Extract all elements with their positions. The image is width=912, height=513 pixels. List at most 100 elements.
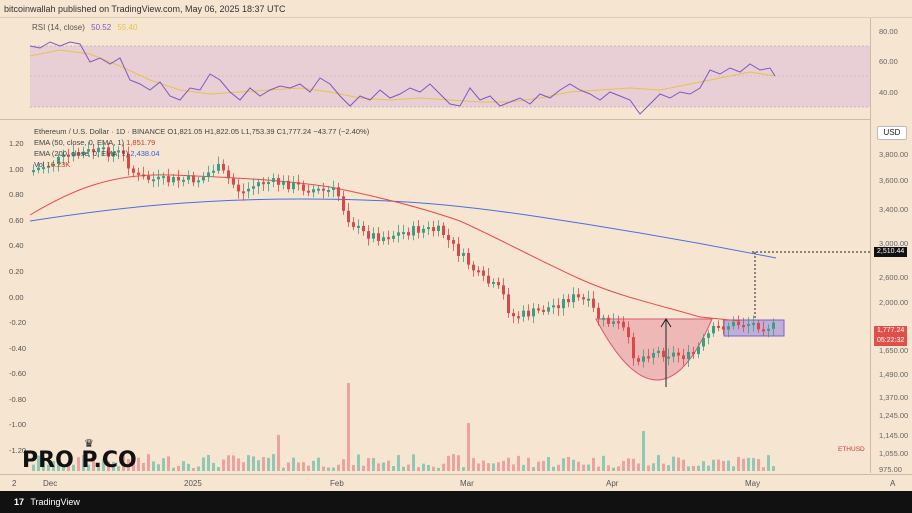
volume-bar bbox=[57, 454, 60, 471]
candle bbox=[632, 337, 635, 359]
candle bbox=[727, 326, 730, 330]
volume-bar bbox=[727, 460, 730, 471]
candle bbox=[462, 252, 465, 256]
volume-bars bbox=[32, 383, 775, 471]
price-chart bbox=[29, 141, 870, 471]
volume-bar bbox=[202, 457, 205, 471]
candle bbox=[102, 147, 105, 150]
candle bbox=[432, 227, 435, 232]
candle bbox=[692, 351, 695, 355]
volume-bar bbox=[582, 464, 585, 471]
time-label: Feb bbox=[330, 479, 344, 488]
candle bbox=[617, 321, 620, 324]
vol-value: 16.23K bbox=[46, 160, 71, 169]
candle bbox=[677, 352, 680, 356]
candle bbox=[757, 322, 760, 330]
rsi-panel[interactable]: RSI (14, close) 50.52 55.40 bbox=[0, 18, 870, 120]
candle bbox=[97, 147, 100, 153]
volume-bar bbox=[187, 463, 190, 471]
price-label: 975.00 bbox=[879, 465, 902, 474]
volume-bar bbox=[602, 455, 605, 471]
candle bbox=[387, 237, 390, 240]
vol-label: Vol bbox=[34, 160, 45, 169]
volume-bar bbox=[562, 458, 565, 471]
volume-bar bbox=[152, 461, 155, 471]
rsi-ma-value: 55.40 bbox=[117, 23, 138, 32]
volume-bar bbox=[277, 435, 280, 471]
volume-bar bbox=[142, 462, 145, 471]
tradingview-logo-icon: 17 bbox=[14, 497, 25, 507]
candle bbox=[697, 346, 700, 355]
volume-bar bbox=[352, 465, 355, 471]
left-axis-label: -0.40 bbox=[9, 344, 27, 353]
candle bbox=[292, 182, 295, 190]
left-axis-label: 0.60 bbox=[9, 216, 24, 225]
time-label: May bbox=[745, 479, 761, 488]
volume-bar bbox=[722, 460, 725, 471]
volume-bar bbox=[547, 456, 550, 471]
time-axis-corner[interactable]: A bbox=[890, 479, 896, 488]
volume-bar bbox=[47, 464, 50, 471]
volume-bar bbox=[172, 467, 175, 471]
volume-bar bbox=[482, 460, 485, 471]
candle bbox=[322, 188, 325, 191]
candle bbox=[37, 167, 40, 171]
volume-bar bbox=[717, 459, 720, 471]
price-label: 1,490.00 bbox=[879, 370, 909, 379]
volume-bar bbox=[687, 466, 690, 471]
symbol-line-label: ETHUSD bbox=[838, 446, 865, 453]
candle bbox=[57, 156, 60, 164]
volume-bar bbox=[272, 454, 275, 471]
candles bbox=[32, 141, 775, 368]
left-axis-label: -1.00 bbox=[9, 420, 27, 429]
left-axis-label: -1.20 bbox=[9, 446, 27, 455]
candle bbox=[452, 240, 455, 244]
candle bbox=[717, 325, 720, 328]
candle bbox=[397, 232, 400, 236]
volume-bar bbox=[297, 462, 300, 471]
candle bbox=[62, 154, 65, 157]
volume-bar bbox=[457, 455, 460, 471]
candle bbox=[232, 178, 235, 185]
candle bbox=[412, 226, 415, 236]
volume-bar bbox=[677, 457, 680, 471]
candle bbox=[532, 308, 535, 317]
candle bbox=[157, 176, 160, 180]
time-label: Mar bbox=[460, 479, 474, 488]
candle bbox=[212, 170, 215, 173]
volume-bar bbox=[752, 458, 755, 471]
price-axis[interactable]: 80.00 60.00 40.00 3,800.00 3,600.00 3,40… bbox=[870, 18, 912, 474]
time-label: Dec bbox=[43, 479, 58, 488]
volume-bar bbox=[772, 466, 775, 471]
candle bbox=[737, 321, 740, 326]
volume-bar bbox=[442, 463, 445, 471]
volume-bar bbox=[247, 455, 250, 471]
volume-bar bbox=[132, 462, 135, 471]
currency-button[interactable]: USD bbox=[877, 126, 907, 140]
volume-bar bbox=[292, 457, 295, 471]
volume-bar bbox=[647, 465, 650, 471]
price-label: 1,650.00 bbox=[879, 346, 909, 355]
time-axis[interactable]: 2 Dec 2025 Feb Mar Apr May A bbox=[0, 474, 912, 491]
candle bbox=[197, 180, 200, 183]
candle bbox=[277, 178, 280, 185]
volume-bar bbox=[522, 464, 525, 471]
volume-bar bbox=[227, 455, 230, 471]
volume-bar bbox=[237, 458, 240, 471]
volume-bar bbox=[577, 461, 580, 471]
candle bbox=[662, 350, 665, 358]
volume-bar bbox=[377, 463, 380, 471]
candle bbox=[497, 282, 500, 286]
volume-bar bbox=[367, 458, 370, 471]
left-axis-label: 1.20 bbox=[9, 139, 24, 148]
price-panel[interactable]: Ethereum / U.S. Dollar · 1D · BINANCE O1… bbox=[0, 121, 870, 473]
volume-bar bbox=[107, 461, 110, 471]
candle bbox=[242, 191, 245, 194]
candle bbox=[247, 188, 250, 192]
candle bbox=[492, 282, 495, 285]
volume-bar bbox=[397, 455, 400, 471]
volume-bar bbox=[477, 463, 480, 471]
price-label: 1,370.00 bbox=[879, 393, 909, 402]
rsi-level-label: 80.00 bbox=[879, 27, 898, 36]
volume-bar bbox=[487, 463, 490, 471]
